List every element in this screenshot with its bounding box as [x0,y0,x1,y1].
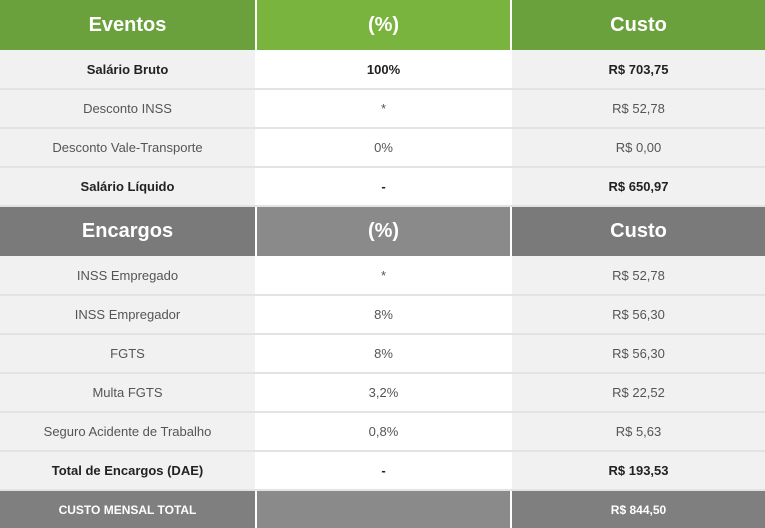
row-cost: R$ 52,78 [511,256,765,296]
row-label: Salário Líquido [0,167,257,207]
table-row: Seguro Acidente de Trabalho 0,8% R$ 5,63 [0,412,765,452]
table-row: Salário Bruto 100% R$ 703,75 [0,50,765,90]
row-label: INSS Empregador [0,295,257,335]
row-label: Salário Bruto [0,50,257,90]
row-label: Desconto INSS [0,89,257,129]
row-cost: R$ 56,30 [511,295,765,335]
row-pct: - [256,451,512,491]
encargos-header-row: Encargos (%) Custo [0,206,765,256]
row-label: Desconto Vale-Transporte [0,128,257,168]
table-row: FGTS 8% R$ 56,30 [0,334,765,374]
row-cost: R$ 52,78 [511,89,765,129]
total-row: CUSTO MENSAL TOTAL R$ 844,50 [0,490,765,528]
table-row: INSS Empregado * R$ 52,78 [0,256,765,296]
eventos-header-label: Eventos [0,0,257,50]
table-row: Desconto INSS * R$ 52,78 [0,89,765,129]
total-label: CUSTO MENSAL TOTAL [0,490,257,528]
eventos-header-cost: Custo [511,0,765,50]
row-pct: 0,8% [256,412,512,452]
row-label: Multa FGTS [0,373,257,413]
row-pct: * [256,89,512,129]
row-label: FGTS [0,334,257,374]
row-cost: R$ 193,53 [511,451,765,491]
row-cost: R$ 0,00 [511,128,765,168]
row-pct: 0% [256,128,512,168]
table-row: Total de Encargos (DAE) - R$ 193,53 [0,451,765,491]
row-pct: 3,2% [256,373,512,413]
table-row: Multa FGTS 3,2% R$ 22,52 [0,373,765,413]
table-row: INSS Empregador 8% R$ 56,30 [0,295,765,335]
row-cost: R$ 703,75 [511,50,765,90]
row-label: Total de Encargos (DAE) [0,451,257,491]
encargos-header-label: Encargos [0,206,257,256]
encargos-header-pct: (%) [256,206,512,256]
table-row: Salário Líquido - R$ 650,97 [0,167,765,207]
table-row: Desconto Vale-Transporte 0% R$ 0,00 [0,128,765,168]
row-cost: R$ 56,30 [511,334,765,374]
row-pct: 8% [256,334,512,374]
total-cost: R$ 844,50 [511,490,765,528]
total-pct [256,490,512,528]
row-cost: R$ 22,52 [511,373,765,413]
row-pct: 100% [256,50,512,90]
row-cost: R$ 5,63 [511,412,765,452]
row-label: INSS Empregado [0,256,257,296]
row-label: Seguro Acidente de Trabalho [0,412,257,452]
row-cost: R$ 650,97 [511,167,765,207]
row-pct: * [256,256,512,296]
eventos-header-pct: (%) [256,0,512,50]
encargos-header-cost: Custo [511,206,765,256]
row-pct: 8% [256,295,512,335]
row-pct: - [256,167,512,207]
eventos-header-row: Eventos (%) Custo [0,0,765,50]
